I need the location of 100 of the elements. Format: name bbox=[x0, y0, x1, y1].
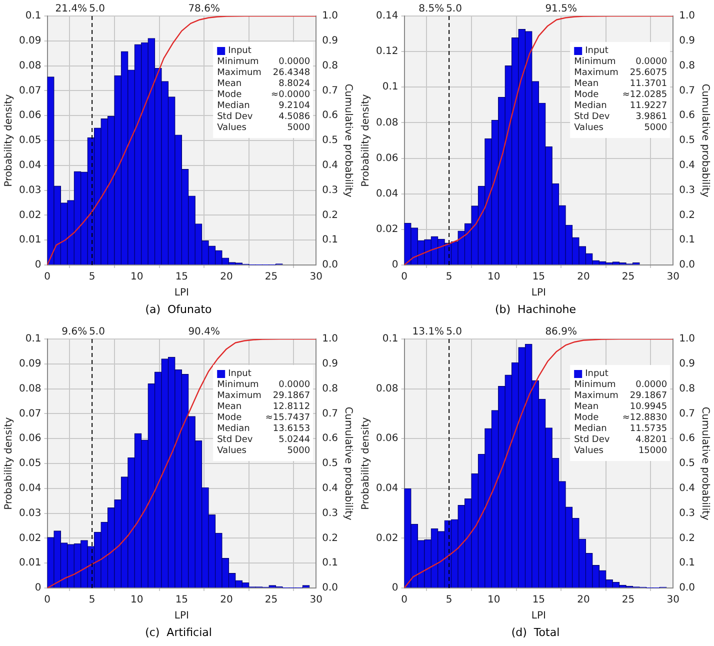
y2-tick-label: 0.2 bbox=[322, 532, 338, 544]
y2-axis-title: Cumulative probability bbox=[699, 406, 710, 520]
y2-tick-label: 1.0 bbox=[679, 10, 696, 22]
y-tick-label: 0.08 bbox=[376, 383, 398, 394]
x-tick-label: 15 bbox=[175, 272, 188, 283]
y2-tick-label: 0.6 bbox=[322, 110, 338, 122]
y2-tick-label: 0.7 bbox=[322, 85, 338, 96]
y-tick-label: 0.02 bbox=[376, 532, 398, 544]
y-tick-label: 0.1 bbox=[382, 334, 398, 345]
y2-tick-label: 0.1 bbox=[322, 558, 338, 569]
y-tick-label: 0.14 bbox=[376, 10, 398, 22]
y-tick-label: 0.08 bbox=[19, 383, 42, 394]
text: (b) Hachinohe bbox=[494, 302, 578, 318]
text: Minimum 0.0000 bbox=[217, 56, 310, 67]
y-tick-label: 0 bbox=[392, 260, 398, 271]
y-tick-label: 0.07 bbox=[19, 85, 42, 96]
y2-tick-label: 0.1 bbox=[679, 558, 696, 569]
y2-tick-label: 0.8 bbox=[679, 60, 696, 72]
text: Maximum 29.1867 bbox=[574, 390, 668, 401]
y2-tick-label: 0.5 bbox=[679, 135, 696, 146]
x-axis-title: LPI bbox=[174, 610, 189, 622]
y2-tick-label: 0.5 bbox=[322, 458, 338, 470]
y-tick-label: 0 bbox=[392, 582, 398, 594]
y2-tick-label: 0.0 bbox=[322, 582, 338, 594]
legend-label: Input bbox=[228, 368, 252, 379]
y2-tick-label: 0.1 bbox=[679, 234, 696, 246]
text: Mean 8.8024 bbox=[217, 78, 310, 89]
y-tick-label: 0.04 bbox=[376, 188, 398, 200]
y2-tick-label: 0.2 bbox=[679, 532, 696, 544]
y-axis-title: Probability density bbox=[4, 417, 15, 510]
text: Std Dev 3.9861 bbox=[574, 112, 668, 122]
x-tick-label: 20 bbox=[220, 594, 233, 606]
y-tick-label: 0.04 bbox=[19, 482, 42, 494]
x-tick-label: 30 bbox=[310, 594, 322, 606]
x-tick-label: 0 bbox=[401, 272, 408, 283]
x-tick-label: 25 bbox=[264, 272, 278, 283]
y2-tick-label: 0.6 bbox=[679, 433, 696, 444]
text: 90.4% bbox=[188, 326, 220, 338]
x-tick-label: 5 bbox=[446, 272, 452, 283]
legend-label: Input bbox=[228, 46, 252, 56]
x-tick-label: 5 bbox=[88, 594, 96, 606]
text: (c) Artificial bbox=[144, 625, 213, 641]
text: Mean 11.3701 bbox=[574, 78, 668, 89]
text: Mode ≈0.0000 bbox=[217, 90, 310, 100]
y2-axis-title: Cumulative probability bbox=[699, 84, 710, 198]
y2-tick-label: 0.6 bbox=[679, 110, 696, 122]
y-tick-label: 0.01 bbox=[19, 234, 42, 246]
text: Std Dev 4.5086 bbox=[217, 112, 310, 122]
x-tick-label: 15 bbox=[532, 272, 546, 283]
text: 13.1% bbox=[412, 326, 444, 338]
y2-tick-label: 0.9 bbox=[322, 35, 338, 46]
x-tick-label: 0 bbox=[44, 594, 50, 606]
y2-tick-label: 0.6 bbox=[322, 433, 338, 444]
y2-tick-label: 0.3 bbox=[679, 184, 696, 196]
y2-tick-label: 0.9 bbox=[679, 35, 696, 46]
x-tick-label: 15 bbox=[532, 594, 546, 606]
x-tick-label: 30 bbox=[666, 594, 680, 606]
y2-tick-label: 0.2 bbox=[322, 210, 338, 221]
y2-tick-label: 1.0 bbox=[322, 334, 338, 345]
text: Minimum 0.0000 bbox=[574, 380, 668, 390]
text: Mean 12.8112 bbox=[217, 402, 310, 412]
x-tick-label: 0 bbox=[44, 272, 50, 283]
x-tick-label: 5 bbox=[88, 272, 96, 283]
y-tick-label: 0.06 bbox=[376, 152, 398, 164]
x-tick-label: 20 bbox=[220, 272, 233, 283]
y2-tick-label: 0.0 bbox=[679, 582, 696, 594]
y2-tick-label: 0.4 bbox=[322, 160, 338, 171]
text: Mode ≈15.7437 bbox=[217, 412, 310, 423]
y-tick-label: 0 bbox=[34, 582, 42, 594]
x-tick-label: 25 bbox=[264, 594, 278, 606]
y2-axis-title: Cumulative probability bbox=[342, 406, 354, 520]
text: Values 5000 bbox=[217, 122, 310, 133]
text: Maximum 29.1867 bbox=[217, 390, 310, 401]
text: (a) Ofunato bbox=[144, 302, 213, 318]
text: Maximum 25.6075 bbox=[574, 68, 668, 78]
y2-tick-label: 0.2 bbox=[679, 210, 696, 221]
y2-tick-label: 0.3 bbox=[322, 184, 338, 196]
y-tick-label: 0 bbox=[34, 260, 42, 271]
x-tick-label: 30 bbox=[666, 272, 680, 283]
ref-line-label: 5.0 bbox=[446, 4, 462, 15]
y-tick-label: 0.07 bbox=[19, 408, 42, 420]
ref-line-label: 5.0 bbox=[89, 326, 105, 338]
y-tick-label: 0.12 bbox=[376, 46, 398, 58]
y2-tick-label: 0.5 bbox=[679, 458, 696, 470]
y-tick-label: 0.02 bbox=[19, 210, 42, 221]
y-tick-label: 0.08 bbox=[19, 60, 42, 72]
y-tick-label: 0.1 bbox=[25, 334, 42, 345]
y2-tick-label: 0.3 bbox=[322, 508, 338, 519]
x-tick-label: 10 bbox=[130, 272, 144, 283]
y-tick-label: 0.03 bbox=[19, 184, 42, 196]
ref-line-label: 5.0 bbox=[89, 4, 105, 15]
y2-tick-label: 0.5 bbox=[322, 135, 338, 146]
text: Values 5000 bbox=[574, 122, 668, 133]
x-tick-label: 20 bbox=[577, 272, 590, 283]
text: Median 9.2104 bbox=[217, 100, 310, 111]
y2-tick-label: 0.4 bbox=[679, 482, 696, 494]
text: Mean 10.9945 bbox=[574, 402, 668, 412]
x-tick-label: 10 bbox=[130, 594, 144, 606]
y-tick-label: 0.02 bbox=[19, 532, 42, 544]
text: 9.6% bbox=[62, 326, 88, 338]
